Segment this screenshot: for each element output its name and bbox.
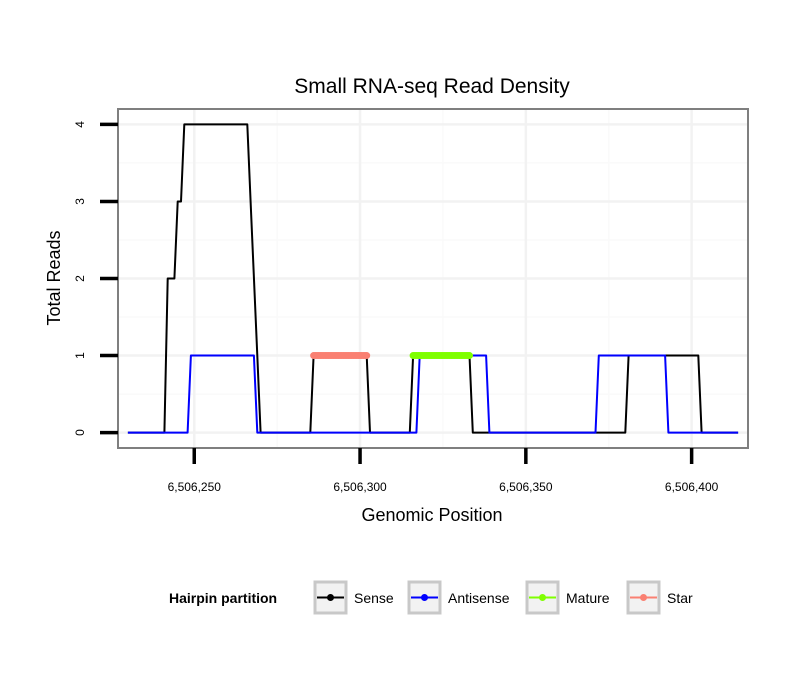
x-tick-label: 6,506,250 (168, 480, 222, 494)
legend-label-mature: Mature (566, 590, 610, 606)
y-tick-label: 1 (73, 352, 87, 359)
legend-key-point-antisense (421, 594, 428, 601)
x-tick-label: 6,506,400 (665, 480, 719, 494)
x-axis-title: Genomic Position (361, 505, 502, 525)
y-tick-label: 0 (73, 429, 87, 436)
legend: Hairpin partition Sense Antisense Mature St… (169, 580, 693, 615)
y-tick-label: 4 (73, 121, 87, 128)
series-star (310, 352, 371, 360)
legend-key-point-sense (327, 594, 334, 601)
data-point-star (363, 352, 371, 360)
x-tick-label: 6,506,350 (499, 480, 553, 494)
series-layer (127, 123, 739, 434)
y-axis-title: Total Reads (44, 230, 64, 325)
x-tick-label: 6,506,300 (333, 480, 387, 494)
y-axis: 0 1 2 3 4 (73, 121, 118, 436)
y-tick-label: 3 (73, 198, 87, 205)
legend-title: Hairpin partition (169, 590, 277, 606)
x-axis: 6,506,250 6,506,300 6,506,350 6,506,400 (168, 448, 719, 494)
y-tick-label: 2 (73, 275, 87, 282)
legend-item-star: Star (626, 580, 693, 615)
legend-label-antisense: Antisense (448, 590, 510, 606)
legend-key-point-mature (539, 594, 546, 601)
series-mature (409, 352, 473, 360)
legend-label-sense: Sense (354, 590, 394, 606)
data-point-mature (465, 352, 473, 360)
legend-item-antisense: Antisense (407, 580, 510, 615)
legend-item-mature: Mature (525, 580, 610, 615)
legend-label-star: Star (667, 590, 693, 606)
legend-item-sense: Sense (313, 580, 394, 615)
legend-key-point-star (640, 594, 647, 601)
chart-title: Small RNA-seq Read Density (294, 75, 570, 98)
